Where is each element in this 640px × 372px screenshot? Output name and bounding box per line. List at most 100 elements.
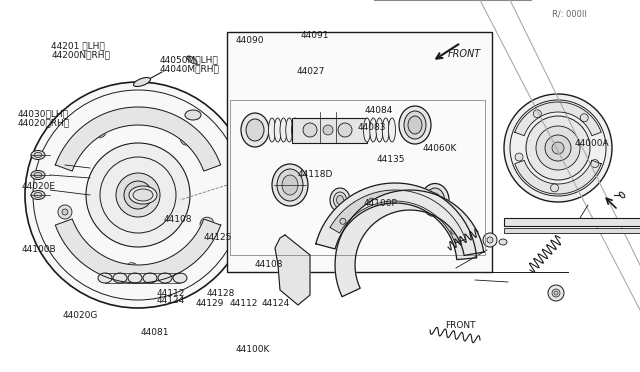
Ellipse shape	[185, 110, 201, 120]
Circle shape	[86, 143, 190, 247]
Ellipse shape	[129, 186, 157, 204]
Ellipse shape	[370, 118, 377, 142]
Ellipse shape	[128, 273, 142, 283]
Ellipse shape	[280, 118, 287, 142]
Ellipse shape	[426, 188, 445, 212]
Text: 44083: 44083	[357, 123, 386, 132]
Text: 44135: 44135	[376, 155, 405, 164]
Ellipse shape	[369, 192, 381, 208]
Circle shape	[436, 210, 442, 216]
Circle shape	[323, 125, 333, 135]
Circle shape	[550, 184, 559, 192]
Ellipse shape	[275, 118, 281, 142]
Ellipse shape	[133, 189, 153, 201]
Ellipse shape	[113, 273, 127, 283]
Circle shape	[552, 289, 560, 297]
Circle shape	[526, 116, 590, 180]
Text: 44112: 44112	[156, 289, 184, 298]
Text: R/: 000II: R/: 000II	[552, 10, 586, 19]
Ellipse shape	[272, 164, 308, 206]
Text: 44201 〈LH〉: 44201 〈LH〉	[51, 41, 105, 50]
Text: 44200N〈RH〉: 44200N〈RH〉	[51, 51, 110, 60]
Polygon shape	[515, 160, 601, 194]
Text: 44060K: 44060K	[422, 144, 457, 153]
Text: 44020E: 44020E	[22, 182, 56, 191]
Text: 44040M〈RH〉: 44040M〈RH〉	[160, 64, 220, 73]
Circle shape	[554, 291, 558, 295]
Polygon shape	[330, 190, 465, 243]
Text: 44030〈LH〉: 44030〈LH〉	[18, 109, 69, 118]
Ellipse shape	[282, 175, 298, 195]
Ellipse shape	[134, 77, 150, 87]
Ellipse shape	[34, 192, 42, 198]
Text: 44108: 44108	[163, 215, 192, 224]
Circle shape	[548, 285, 564, 301]
Text: 44100K: 44100K	[236, 345, 270, 354]
Ellipse shape	[421, 183, 449, 217]
Ellipse shape	[382, 118, 389, 142]
Text: 44129: 44129	[195, 299, 223, 308]
Circle shape	[96, 128, 102, 134]
Ellipse shape	[158, 273, 172, 283]
Circle shape	[580, 114, 588, 122]
Circle shape	[340, 218, 346, 224]
Ellipse shape	[619, 192, 625, 198]
Ellipse shape	[376, 118, 383, 142]
Ellipse shape	[333, 192, 346, 208]
Polygon shape	[316, 183, 477, 260]
Text: 44050M〈LH〉: 44050M〈LH〉	[160, 55, 219, 64]
Ellipse shape	[399, 106, 431, 144]
Ellipse shape	[31, 190, 45, 199]
Text: 44000A: 44000A	[575, 139, 609, 148]
Circle shape	[62, 209, 68, 215]
Ellipse shape	[330, 188, 350, 212]
Circle shape	[92, 124, 106, 138]
Text: FRONT: FRONT	[445, 321, 476, 330]
Circle shape	[116, 173, 160, 217]
Circle shape	[58, 205, 72, 219]
Circle shape	[487, 237, 493, 243]
Circle shape	[545, 135, 571, 161]
Bar	[227, 32, 492, 272]
Circle shape	[129, 267, 134, 273]
Bar	[504, 228, 640, 233]
Circle shape	[552, 142, 564, 154]
Text: 44084: 44084	[365, 106, 393, 115]
Text: 44112: 44112	[229, 299, 257, 308]
Ellipse shape	[337, 196, 344, 205]
Ellipse shape	[291, 118, 298, 142]
Circle shape	[451, 228, 457, 234]
Text: 44100P: 44100P	[364, 199, 397, 208]
Ellipse shape	[98, 273, 112, 283]
Ellipse shape	[34, 153, 42, 157]
Polygon shape	[55, 107, 221, 171]
Text: 44090: 44090	[236, 36, 264, 45]
Polygon shape	[275, 235, 310, 305]
Ellipse shape	[246, 119, 264, 141]
Circle shape	[180, 131, 194, 145]
Text: 44091: 44091	[301, 31, 330, 40]
Bar	[292, 118, 367, 143]
Text: 44081: 44081	[141, 328, 170, 337]
Ellipse shape	[31, 151, 45, 160]
Circle shape	[533, 110, 541, 118]
Text: 44020〈RH〉: 44020〈RH〉	[18, 118, 70, 127]
Circle shape	[591, 160, 599, 167]
Ellipse shape	[303, 123, 317, 137]
Circle shape	[125, 263, 139, 277]
Text: 44100B: 44100B	[22, 245, 56, 254]
Ellipse shape	[429, 193, 440, 207]
Circle shape	[483, 233, 497, 247]
Circle shape	[184, 135, 190, 141]
Circle shape	[124, 181, 152, 209]
Circle shape	[131, 188, 145, 202]
Ellipse shape	[338, 123, 352, 137]
Ellipse shape	[269, 118, 275, 142]
Ellipse shape	[173, 273, 187, 283]
Ellipse shape	[388, 118, 396, 142]
Ellipse shape	[143, 273, 157, 283]
Circle shape	[504, 94, 612, 202]
Ellipse shape	[404, 111, 426, 139]
Ellipse shape	[241, 113, 269, 147]
Ellipse shape	[31, 170, 45, 180]
